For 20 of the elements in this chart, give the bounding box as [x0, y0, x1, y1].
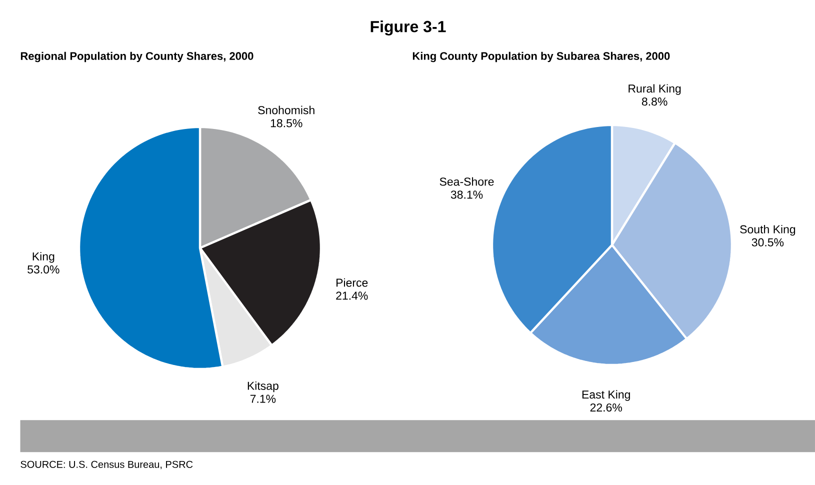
- slice-label: East King: [582, 390, 630, 401]
- slice-label: South King: [740, 224, 796, 236]
- data-label: 8.8%: [642, 98, 668, 106]
- data-label: 21.4%: [336, 292, 368, 300]
- slice-label: Kitsap: [248, 381, 278, 392]
- data-label: 30.5%: [752, 238, 784, 246]
- slice-label: Rural King: [628, 84, 681, 95]
- data-label: 53.0%: [28, 265, 60, 274]
- slice-label: Sea-Shore: [440, 177, 494, 186]
- data-label: 18.5%: [270, 119, 302, 128]
- slice-label: Snohomish: [258, 106, 314, 114]
- slice-label: Pierce: [336, 278, 368, 287]
- caption: Figure 3-1: [370, 20, 446, 36]
- data-label: 7.1%: [250, 394, 276, 403]
- data-label: 38.1%: [450, 190, 483, 199]
- data-label: 22.6%: [590, 403, 622, 412]
- source-note: SOURCE: U.S. Census Bureau, PSRC: [20, 460, 193, 470]
- slice-label: King: [32, 252, 54, 263]
- chart-title: Regional Population by County Shares, 2000: [20, 52, 254, 62]
- chart-title: King County Population by Subarea Shares, 2000: [412, 52, 670, 62]
